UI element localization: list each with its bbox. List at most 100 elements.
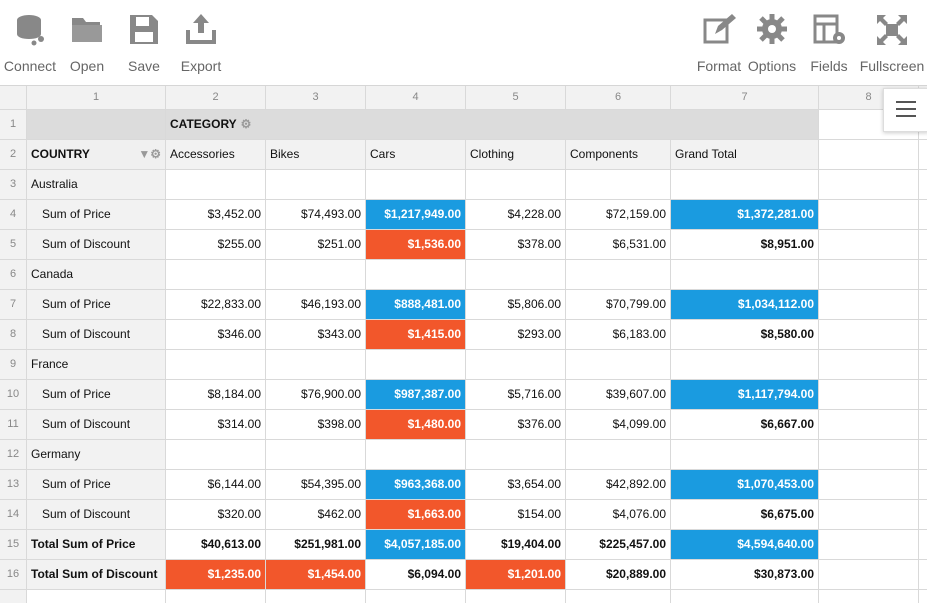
corner-cell — [0, 86, 27, 110]
empty-cell — [819, 560, 919, 590]
empty-cell — [366, 350, 466, 380]
empty-cell — [919, 290, 927, 320]
value-cell: $20,889.00 — [566, 560, 671, 590]
toolbar-button[interactable]: Save — [111, 12, 177, 78]
value-cell: $378.00 — [466, 230, 566, 260]
toolbar-button[interactable]: Fullscreen — [859, 12, 925, 78]
settings-icon[interactable]: ⚙ — [240, 117, 252, 131]
value-cell: $1,663.00 — [366, 500, 466, 530]
row-label: Sum of Price — [27, 200, 166, 230]
value-cell: $255.00 — [166, 230, 266, 260]
value-cell: $963,368.00 — [366, 470, 466, 500]
empty-cell — [819, 410, 919, 440]
empty-cell — [566, 260, 671, 290]
filter-icon[interactable]: ▼⚙ — [138, 147, 161, 161]
empty-cell — [819, 290, 919, 320]
empty-cell — [466, 350, 566, 380]
column-number: 4 — [366, 86, 466, 110]
value-cell: $154.00 — [466, 500, 566, 530]
empty-cell — [566, 350, 671, 380]
empty-cell — [919, 110, 927, 140]
row-number: 9 — [0, 350, 27, 380]
row-label: Sum of Price — [27, 470, 166, 500]
value-cell: $30,873.00 — [671, 560, 819, 590]
value-cell: $46,193.00 — [266, 290, 366, 320]
row-header: COUNTRY ▼⚙ — [27, 140, 166, 170]
empty-cell — [819, 350, 919, 380]
value-cell: $888,481.00 — [366, 290, 466, 320]
row-label: Sum of Discount — [27, 410, 166, 440]
value-cell: $3,654.00 — [466, 470, 566, 500]
row-number: 12 — [0, 440, 27, 470]
column-number: 5 — [466, 86, 566, 110]
empty-cell — [166, 590, 266, 603]
value-cell: $4,228.00 — [466, 200, 566, 230]
value-cell: $39,607.00 — [566, 380, 671, 410]
toolbar-icon — [130, 15, 158, 44]
toolbar-button[interactable]: Export — [168, 12, 234, 78]
value-cell: $74,493.00 — [266, 200, 366, 230]
row-number: 5 — [0, 230, 27, 260]
row-number-empty — [0, 590, 27, 603]
column-number: 3 — [266, 86, 366, 110]
toolbar-label: Fullscreen — [859, 58, 925, 74]
column-header: Bikes — [266, 140, 366, 170]
empty-cell — [671, 260, 819, 290]
toolbar-button[interactable]: Options — [739, 12, 805, 78]
row-number: 7 — [0, 290, 27, 320]
empty-cell — [466, 170, 566, 200]
empty-cell — [819, 140, 919, 170]
empty-cell — [671, 350, 819, 380]
category-header: CATEGORY ⚙ — [166, 110, 819, 140]
empty-cell — [366, 170, 466, 200]
row-label: Total Sum of Price — [27, 530, 166, 560]
column-number: 2 — [166, 86, 266, 110]
value-cell: $1,454.00 — [266, 560, 366, 590]
value-cell: $343.00 — [266, 320, 366, 350]
row-label: Total Sum of Discount — [27, 560, 166, 590]
toolbar-button[interactable]: Connect — [0, 12, 63, 78]
empty-cell — [919, 380, 927, 410]
toolbar-button[interactable]: Format — [686, 12, 752, 78]
empty-cell — [671, 440, 819, 470]
menu-button[interactable] — [883, 88, 927, 132]
empty-cell — [671, 590, 819, 603]
toolbar-label: Format — [696, 58, 742, 74]
toolbar-icon — [757, 14, 787, 44]
value-cell: $8,951.00 — [671, 230, 819, 260]
empty-cell — [919, 410, 927, 440]
empty-cell — [819, 230, 919, 260]
empty-cell — [919, 140, 927, 170]
value-cell: $5,716.00 — [466, 380, 566, 410]
toolbar-label: Export — [180, 58, 222, 74]
value-cell: $1,372,281.00 — [671, 200, 819, 230]
value-cell: $1,117,794.00 — [671, 380, 819, 410]
empty-cell — [671, 170, 819, 200]
toolbar-icon — [186, 14, 216, 44]
value-cell: $462.00 — [266, 500, 366, 530]
empty-cell — [166, 170, 266, 200]
value-cell: $6,144.00 — [166, 470, 266, 500]
value-cell: $8,184.00 — [166, 380, 266, 410]
empty-cell — [266, 260, 366, 290]
column-header: Components — [566, 140, 671, 170]
value-cell: $376.00 — [466, 410, 566, 440]
row-label: Sum of Price — [27, 380, 166, 410]
empty-cell — [566, 590, 671, 603]
empty-cell — [566, 170, 671, 200]
toolbar-button[interactable]: Open — [54, 12, 120, 78]
column-header: Grand Total — [671, 140, 819, 170]
value-cell: $1,415.00 — [366, 320, 466, 350]
column-number: 1 — [27, 86, 166, 110]
row-number: 1 — [0, 110, 27, 140]
empty-cell — [819, 380, 919, 410]
row-label: Germany — [27, 440, 166, 470]
toolbar-button[interactable]: Fields — [796, 12, 862, 78]
toolbar-label: Save — [128, 58, 160, 74]
value-cell: $4,076.00 — [566, 500, 671, 530]
column-number: 7 — [671, 86, 819, 110]
empty-cell — [366, 260, 466, 290]
toolbar-icon — [877, 15, 907, 45]
column-number: 6 — [566, 86, 671, 110]
